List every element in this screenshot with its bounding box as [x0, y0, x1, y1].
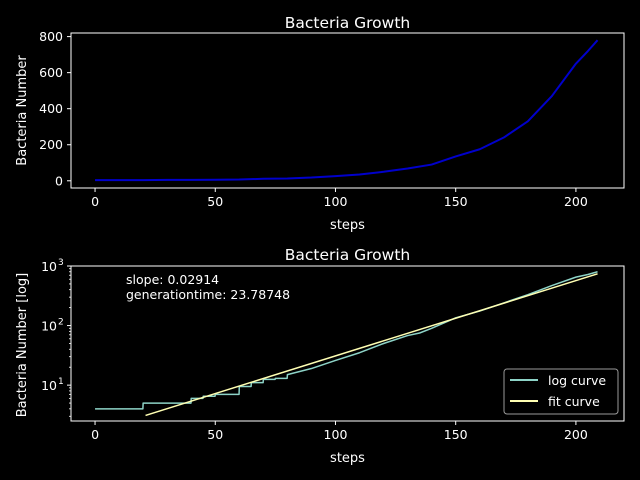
- top-x-axis-label: steps: [330, 218, 365, 233]
- bottom-x-axis-label: steps: [330, 451, 365, 466]
- legend: log curve fit curve: [503, 368, 619, 415]
- bottom-y-tick-exponent: 3: [58, 258, 64, 268]
- top-x-tick-label: 100: [324, 194, 348, 209]
- top-y-tick-label: 0: [55, 173, 63, 188]
- top-axes-frame: [70, 32, 625, 189]
- top-y-tick-label: 800: [39, 29, 63, 44]
- top-chart: Bacteria Growth 0 50 100 150 200 0 200 400 600 8…: [15, 14, 625, 233]
- bottom-chart-title: Bacteria Growth: [285, 246, 410, 264]
- bottom-y-tick-exponent: 2: [58, 318, 64, 328]
- top-x-tick-label: 0: [91, 194, 99, 209]
- top-x-tick-label: 200: [564, 194, 588, 209]
- top-y-tick-label: 400: [39, 101, 63, 116]
- top-x-tick-label: 50: [207, 194, 223, 209]
- slope-annotation: slope: 0.02914: [126, 272, 219, 287]
- top-y-ticks: 0 200 400 600 800: [39, 29, 71, 188]
- top-y-axis-label: Bacteria Number: [15, 55, 30, 166]
- bottom-y-axis-label: Bacteria Number [log]: [15, 273, 30, 418]
- bottom-x-tick-label: 150: [444, 427, 468, 442]
- top-y-tick-label: 600: [39, 65, 63, 80]
- legend-label-log-curve: log curve: [548, 373, 606, 388]
- bottom-x-tick-label: 100: [324, 427, 348, 442]
- bottom-x-ticks: 0 50 100 150 200: [91, 421, 588, 442]
- bottom-y-tick-label: 10: [41, 378, 57, 393]
- bottom-x-tick-label: 50: [207, 427, 223, 442]
- bottom-plot-area: [95, 271, 598, 417]
- bottom-y-tick-exponent: 1: [58, 377, 64, 387]
- top-x-ticks: 0 50 100 150 200: [91, 188, 588, 209]
- bottom-x-tick-label: 200: [564, 427, 588, 442]
- top-plot-area: [95, 39, 599, 182]
- legend-label-fit-curve: fit curve: [548, 394, 600, 409]
- top-y-tick-label: 200: [39, 137, 63, 152]
- bottom-x-tick-label: 0: [91, 427, 99, 442]
- generationtime-annotation: generationtime: 23.78748: [126, 287, 290, 302]
- bottom-y-tick-label: 10: [41, 319, 57, 334]
- top-x-tick-label: 150: [444, 194, 468, 209]
- top-line-series-0: [95, 39, 599, 182]
- bottom-y-tick-label: 10: [41, 259, 57, 274]
- bottom-line-fit-curve: [145, 273, 598, 417]
- top-chart-title: Bacteria Growth: [285, 14, 410, 32]
